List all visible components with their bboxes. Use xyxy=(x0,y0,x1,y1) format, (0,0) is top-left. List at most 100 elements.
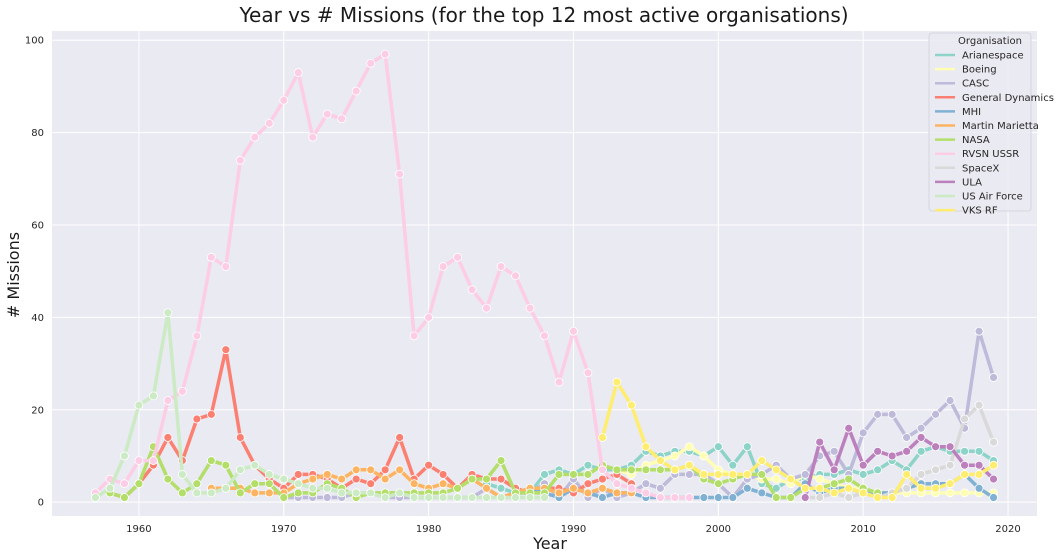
data-point-rvsn-ussr xyxy=(525,303,535,313)
data-point-rvsn-ussr xyxy=(438,262,448,271)
data-point-rvsn-ussr xyxy=(206,252,216,262)
x-axis-label: Year xyxy=(532,534,567,553)
data-point-nasa xyxy=(206,456,216,465)
data-point-spacex xyxy=(960,414,969,424)
data-point-general-dynamics xyxy=(424,460,434,470)
data-point-arianespace xyxy=(540,470,549,479)
legend-item-ula: ULA xyxy=(935,177,982,188)
data-point-spacex xyxy=(815,493,825,502)
data-point-ula xyxy=(931,442,941,452)
data-point-arianespace xyxy=(728,460,738,470)
data-point-martin-marietta xyxy=(395,465,405,475)
legend-label: ULA xyxy=(962,177,982,188)
data-point-us-air-force xyxy=(424,493,434,502)
data-point-martin-marietta xyxy=(569,483,578,493)
data-point-mhi xyxy=(728,493,738,502)
data-point-martin-marietta xyxy=(366,465,376,475)
data-point-arianespace xyxy=(858,470,868,479)
data-point-rvsn-ussr xyxy=(467,285,477,295)
x-tick-label: 2010 xyxy=(850,524,875,535)
data-point-vks-rf xyxy=(757,456,767,465)
data-point-ula xyxy=(916,433,926,442)
data-point-vks-rf xyxy=(598,433,607,442)
legend-item-boeing: Boeing xyxy=(935,65,997,76)
data-point-nasa xyxy=(192,479,202,489)
legend-label: US Air Force xyxy=(962,192,1023,203)
data-point-vks-rf xyxy=(771,465,781,475)
data-point-nasa xyxy=(554,470,564,479)
data-point-us-air-force xyxy=(105,483,115,493)
data-point-nasa xyxy=(221,460,231,470)
data-point-arianespace xyxy=(742,442,752,452)
data-point-vks-rf xyxy=(858,488,868,498)
data-point-nasa xyxy=(496,456,506,465)
data-point-martin-marietta xyxy=(250,488,260,498)
data-point-ula xyxy=(858,460,868,470)
data-point-us-air-force xyxy=(206,488,216,498)
legend-item-martin-marietta: Martin Marietta xyxy=(935,121,1039,132)
data-point-arianespace xyxy=(916,446,926,456)
data-point-us-air-force xyxy=(438,493,448,502)
legend-box xyxy=(928,32,1032,212)
data-point-us-air-force xyxy=(177,470,187,479)
data-point-casc xyxy=(829,446,839,456)
data-point-general-dynamics xyxy=(351,474,361,484)
legend-item-rvsn-ussr: RVSN USSR xyxy=(935,149,1019,160)
data-point-mhi xyxy=(989,493,998,502)
data-point-vks-rf xyxy=(742,470,752,479)
data-point-nasa xyxy=(279,493,289,502)
data-point-us-air-force xyxy=(235,465,245,475)
legend-item-mhi: MHI xyxy=(935,107,981,118)
data-point-spacex xyxy=(931,465,941,475)
data-point-nasa xyxy=(293,488,303,498)
data-point-rvsn-ussr xyxy=(684,493,694,502)
legend-item-nasa: NASA xyxy=(935,135,990,146)
data-point-ula xyxy=(887,451,897,461)
data-point-vks-rf xyxy=(627,400,636,410)
data-point-rvsn-ussr xyxy=(655,493,665,502)
data-point-rvsn-ussr xyxy=(221,262,231,271)
data-point-nasa xyxy=(844,474,854,484)
legend-label: MHI xyxy=(962,107,981,118)
y-tick-label: 20 xyxy=(31,405,44,416)
data-point-casc xyxy=(873,409,883,419)
data-point-martin-marietta xyxy=(264,488,274,498)
data-point-rvsn-ussr xyxy=(380,49,390,59)
data-point-mhi xyxy=(713,493,723,502)
legend-label: Boeing xyxy=(962,65,997,76)
data-point-vks-rf xyxy=(699,470,709,479)
data-point-rvsn-ussr xyxy=(192,331,202,341)
data-point-vks-rf xyxy=(844,483,854,493)
legend-item-general-dynamics: General Dynamics xyxy=(935,93,1054,104)
data-point-arianespace xyxy=(960,446,969,456)
data-point-nasa xyxy=(134,479,144,489)
data-point-us-air-force xyxy=(250,460,260,470)
data-point-us-air-force xyxy=(482,493,491,502)
legend-label: Arianespace xyxy=(962,51,1024,62)
data-point-martin-marietta xyxy=(322,470,332,479)
series-rvsn-ussr xyxy=(91,49,694,502)
data-point-martin-marietta xyxy=(583,488,593,498)
legend-item-vks-rf: VKS RF xyxy=(935,206,998,217)
data-point-vks-rf xyxy=(815,483,825,493)
data-point-rvsn-ussr xyxy=(366,58,376,68)
data-point-rvsn-ussr xyxy=(496,262,506,271)
data-point-casc xyxy=(800,470,810,479)
data-point-general-dynamics xyxy=(496,474,506,484)
data-point-ula xyxy=(815,437,825,447)
data-point-vks-rf xyxy=(612,377,622,387)
data-point-boeing xyxy=(684,442,694,452)
series-vks-rf xyxy=(598,377,998,502)
y-axis-label: # Missions xyxy=(4,232,23,318)
grid-lines xyxy=(52,31,1037,516)
data-point-rvsn-ussr xyxy=(177,386,187,396)
data-point-rvsn-ussr xyxy=(120,479,129,489)
x-tick-label: 1980 xyxy=(416,524,441,535)
data-point-boeing xyxy=(771,474,781,484)
data-point-nasa xyxy=(757,470,767,479)
data-point-nasa xyxy=(771,493,781,502)
data-point-martin-marietta xyxy=(337,474,347,484)
data-point-martin-marietta xyxy=(612,488,622,498)
data-point-ula xyxy=(989,474,998,484)
data-point-vks-rf xyxy=(916,483,926,493)
